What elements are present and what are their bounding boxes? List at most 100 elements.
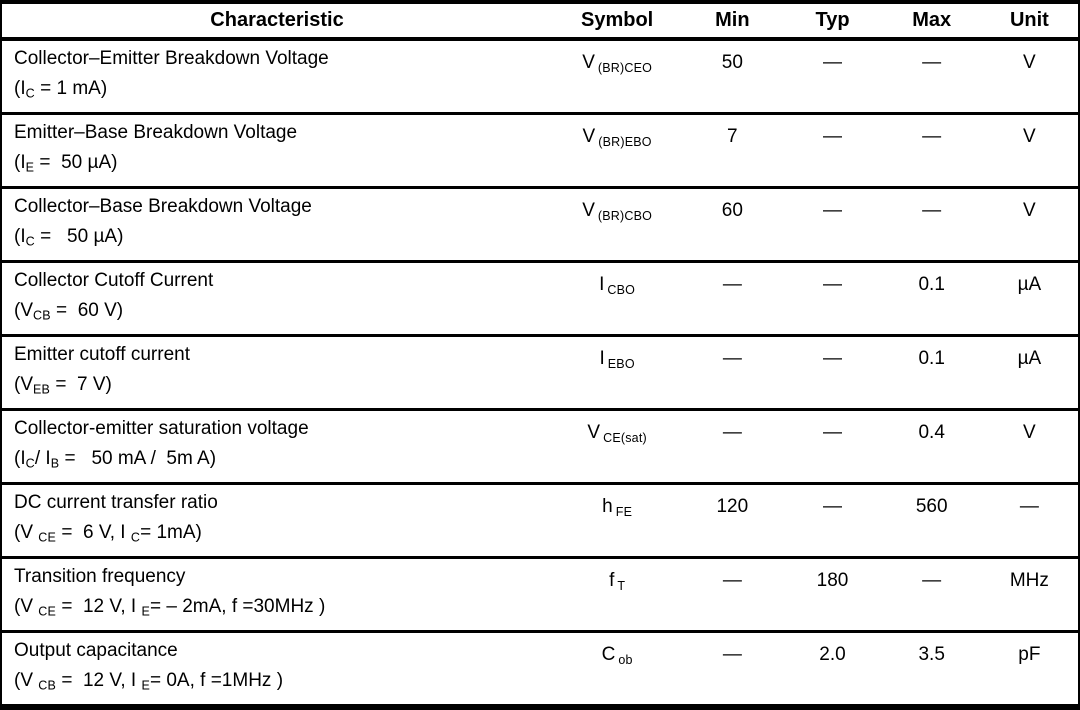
max-cell: 0.1 — [882, 261, 981, 337]
characteristic-condition: (V CE = 12 V, I E= – 2mA, f =30MHz ) — [14, 596, 326, 619]
condition-subscript: C — [25, 456, 35, 471]
table-body: Collector–Emitter Breakdown Voltage (IC =… — [1, 39, 1079, 707]
min-cell: — — [682, 557, 783, 633]
min-cell: — — [682, 261, 783, 337]
condition-subscript: CB — [38, 678, 57, 693]
typ-cell: — — [782, 187, 883, 263]
symbol-base: I — [599, 274, 605, 295]
condition-subscript: E — [25, 160, 35, 175]
characteristic-cell: Output capacitance (V CB = 12 V, I E= 0A,… — [1, 632, 552, 708]
characteristic-cell: Emitter cutoff current (VEB = 7 V) — [1, 335, 553, 411]
symbol-subscript: CE(sat) — [603, 430, 647, 445]
symbol-cell: V (BR)EBO — [552, 113, 683, 189]
table-row: Output capacitance (V CB = 12 V, I E= 0A,… — [1, 632, 1079, 708]
characteristic-cell: Emitter–Base Breakdown Voltage (IE = 50 µ… — [1, 113, 553, 189]
condition-subscript: E — [141, 678, 150, 693]
condition-subscript: CE — [38, 604, 57, 619]
typ-cell: — — [782, 39, 883, 115]
symbol-base: I — [599, 348, 605, 369]
symbol-base: V — [582, 52, 595, 73]
column-header-characteristic: Characteristic — [1, 2, 553, 41]
characteristic-cell: Collector–Emitter Breakdown Voltage (IC =… — [1, 39, 553, 115]
symbol-subscript: (BR)EBO — [598, 134, 652, 149]
symbol-base: V — [587, 422, 601, 443]
max-cell: 0.1 — [882, 335, 981, 411]
max-cell: 560 — [882, 483, 981, 559]
table-row: Collector–Base Breakdown Voltage (IC = 50… — [1, 187, 1079, 263]
symbol-subscript: FE — [615, 504, 633, 519]
characteristic-cell: Transition frequency (V CE = 12 V, I E= –… — [1, 557, 553, 633]
table-row: Emitter–Base Breakdown Voltage (IE = 50 µ… — [1, 113, 1079, 189]
characteristic-name: Collector–Emitter Breakdown Voltage — [14, 48, 329, 69]
typ-cell: — — [782, 409, 883, 485]
condition-subscript: CB — [33, 308, 51, 323]
condition-subscript: C — [130, 530, 141, 545]
table-row: DC current transfer ratio (V CE = 6 V, I … — [1, 483, 1079, 559]
symbol-cell: V CE(sat) — [552, 409, 683, 485]
typ-cell: 2.0 — [819, 644, 846, 665]
unit-cell: — — [980, 483, 1079, 559]
table-row: Collector Cutoff Current (VCB = 60 V) I CBO… — [1, 261, 1079, 337]
characteristic-condition: (V CB = 12 V, I E= 0A, f =1MHz ) — [14, 670, 284, 693]
max-cell: — — [882, 557, 981, 633]
header-row: Characteristic Symbol Min Typ Max Unit — [1, 2, 1079, 41]
table-row: Emitter cutoff current (VEB = 7 V) I EBO — —0… — [1, 335, 1079, 411]
unit-cell: V — [980, 113, 1079, 189]
symbol-base: V — [582, 200, 595, 221]
symbol-base: V — [582, 126, 596, 147]
symbol-cell: I EBO — [552, 335, 683, 411]
table-header: Characteristic Symbol Min Typ Max Unit — [1, 2, 1079, 41]
unit-cell: µA — [980, 335, 1079, 411]
unit-cell: µA — [980, 261, 1079, 337]
table-row: Collector–Emitter Breakdown Voltage (IC =… — [1, 39, 1079, 115]
characteristic-name: Collector Cutoff Current — [14, 270, 214, 291]
unit-cell: V — [980, 39, 1079, 115]
condition-subscript: C — [25, 234, 35, 249]
characteristic-condition: (IE = 50 µA) — [14, 152, 118, 175]
characteristic-cell: Collector Cutoff Current (VCB = 60 V) — [1, 261, 553, 337]
characteristic-name: Collector–Base Breakdown Voltage — [14, 196, 312, 217]
min-cell: — — [722, 644, 742, 665]
symbol-cell: I CBO — [552, 261, 683, 337]
unit-cell: V — [980, 187, 1079, 263]
max-cell: — — [882, 39, 981, 115]
symbol-subscript: ob — [618, 652, 633, 667]
condition-subscript: B — [50, 456, 60, 471]
table-row: Collector-emitter saturation voltage (IC/… — [1, 409, 1079, 485]
characteristic-condition: (VEB = 7 V) — [14, 374, 112, 397]
condition-subscript: E — [141, 604, 150, 619]
column-header-symbol: Symbol — [552, 2, 683, 41]
column-header-min: Min — [682, 2, 783, 41]
unit-cell: pF — [1018, 644, 1041, 665]
symbol-subscript: (BR)CBO — [597, 208, 653, 223]
symbol-base: C — [601, 644, 616, 665]
symbol-cell: V (BR)CBO — [552, 187, 683, 263]
min-cell: — — [682, 335, 783, 411]
min-cell: 50 — [682, 39, 783, 115]
max-cell: — — [882, 187, 981, 263]
symbol-base: h — [602, 496, 613, 517]
typ-cell: — — [782, 483, 883, 559]
typ-cell: — — [782, 335, 883, 411]
characteristic-cell: Collector–Base Breakdown Voltage (IC = 50… — [1, 187, 553, 263]
max-cell: — — [882, 113, 981, 189]
typ-cell: 180 — [782, 557, 883, 633]
column-header-max: Max — [882, 2, 981, 41]
max-cell: 0.4 — [882, 409, 981, 485]
table-row: Transition frequency (V CE = 12 V, I E= –… — [1, 557, 1079, 633]
typ-cell: — — [782, 113, 883, 189]
characteristic-condition: (IC = 50 µA) — [14, 226, 124, 249]
symbol-subscript: CBO — [607, 282, 636, 297]
symbol-subscript: (BR)CEO — [597, 60, 653, 75]
max-cell: 3.5 — [918, 644, 945, 665]
symbol-subscript: EBO — [607, 356, 635, 371]
condition-subscript: EB — [33, 382, 51, 397]
characteristic-condition: (IC/ IB = 50 mA / 5m A) — [14, 448, 217, 471]
characteristic-condition: (V CE = 6 V, I C= 1mA) — [14, 522, 202, 545]
min-cell: 120 — [682, 483, 783, 559]
typ-cell: — — [782, 261, 883, 337]
characteristic-name: Transition frequency — [14, 566, 186, 587]
